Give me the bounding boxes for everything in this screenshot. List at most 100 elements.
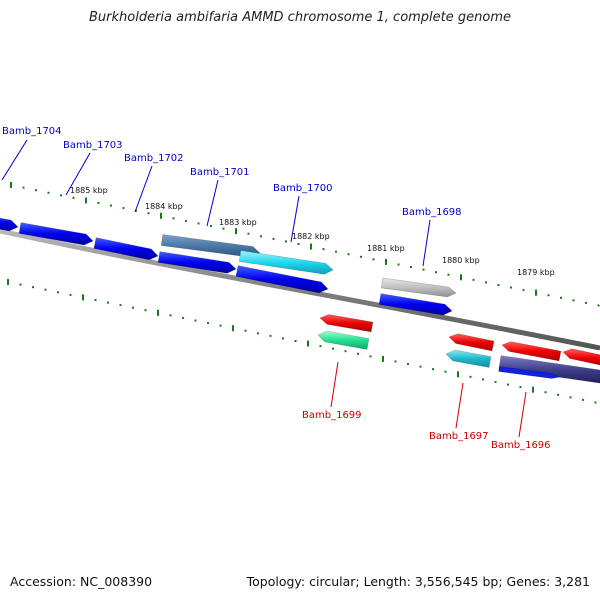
ruler-dot [119, 304, 122, 307]
ruler-dot [397, 263, 400, 266]
ruler-dot [494, 380, 497, 383]
ruler-dot [185, 219, 187, 222]
ruler-dot [32, 286, 34, 289]
ruler-dot [222, 227, 225, 230]
ruler-dot [7, 279, 9, 286]
ruler-dot [544, 391, 547, 394]
gene-bamb-1698-feature[interactable] [378, 293, 453, 316]
gene-label-forward[interactable]: Bamb_1700 [273, 183, 333, 194]
ruler-dot [557, 393, 559, 396]
gene-bamb-1703-feature[interactable] [18, 222, 94, 246]
ruler-dot [560, 296, 562, 299]
gene-label-forward[interactable]: Bamb_1702 [124, 153, 184, 164]
gene-label-forward[interactable]: Bamb_1701 [190, 167, 250, 178]
gene-label-forward[interactable]: Bamb_1698 [402, 207, 462, 218]
ruler-dot [594, 401, 597, 404]
gene-label-reverse[interactable]: Bamb_1697 [429, 431, 489, 442]
ruler-dot [122, 207, 125, 210]
label-leader-line [330, 361, 339, 408]
ruler-dot [107, 301, 109, 304]
gene-bamb-1696-inner[interactable] [498, 366, 561, 379]
gene-bamb-1697-feature[interactable] [448, 333, 495, 352]
ruler-dot [310, 243, 312, 250]
gene-bamb-1704-feature[interactable] [0, 215, 19, 232]
gene-bamb-1702-feature[interactable] [93, 237, 159, 261]
ruler-dot [485, 281, 487, 284]
gene-label-forward[interactable]: Bamb_1704 [2, 126, 62, 137]
gene-bamb-1699-product[interactable] [317, 330, 370, 350]
ruler-dot [394, 360, 397, 363]
ruler-dot [532, 386, 534, 393]
ruler-dot [44, 288, 47, 291]
label-leader-line [290, 195, 300, 243]
accession-text: Accession: NC_008390 [10, 574, 153, 589]
ruler-dot [82, 294, 84, 301]
ruler-dot [585, 301, 587, 304]
ruler-dot [510, 286, 512, 289]
tick-label: 1881 kbp [367, 244, 405, 253]
ruler-dot [235, 228, 237, 235]
ruler-dot [110, 204, 112, 207]
ruler-dot [19, 283, 22, 286]
ruler-dot [260, 235, 262, 238]
ruler-dot [435, 271, 437, 274]
ruler-dot [232, 325, 234, 332]
ruler-dot [507, 383, 509, 386]
ruler-dot [282, 337, 284, 340]
label-leader-line [422, 219, 431, 267]
ruler-dot [469, 375, 472, 378]
gene-bamb-1697-product[interactable] [445, 349, 492, 368]
tick-label: 1883 kbp [219, 218, 257, 227]
gene-bamb-1700-feature[interactable] [238, 250, 334, 275]
ruler-dot [357, 352, 359, 355]
gene-bamb-1696-feature[interactable] [501, 341, 562, 362]
ruler-dot [332, 347, 334, 350]
label-leader-line [455, 382, 464, 429]
tick-label: 1885 kbp [70, 186, 108, 195]
ruler-dot [269, 334, 272, 337]
ruler-dot [147, 212, 150, 215]
ruler-dot [160, 212, 162, 219]
gene-bamb-1700-inner[interactable] [235, 265, 329, 294]
ruler-dot [94, 298, 97, 301]
ruler-dot [194, 319, 197, 322]
gene-bamb-next-feature[interactable] [562, 348, 600, 367]
ruler-dot [447, 273, 450, 276]
gene-bamb-1701-inner[interactable] [157, 251, 237, 274]
ruler-dot [432, 368, 434, 371]
ruler-dot [335, 250, 337, 253]
ruler-dot [472, 278, 475, 281]
gene-bamb-1699-feature[interactable] [319, 314, 374, 333]
ruler-dot [382, 355, 384, 362]
ruler-dot [22, 186, 25, 189]
ruler-dot [85, 197, 87, 204]
label-leader-line [134, 165, 153, 213]
ruler-dot [319, 345, 322, 348]
ruler-dot [47, 191, 50, 194]
ruler-dot [69, 293, 72, 296]
gene-bamb-1696-product[interactable] [498, 355, 600, 384]
ruler-dot [422, 268, 425, 271]
ruler-dot [97, 201, 100, 204]
ruler-dot [460, 274, 462, 281]
ruler-dot [419, 365, 422, 368]
ruler-lower [7, 279, 597, 404]
ruler-dot [219, 324, 222, 327]
ruler-dot [569, 396, 572, 399]
map-title: Burkholderia ambifaria AMMD chromosome 1… [88, 10, 512, 25]
label-leader-line [1, 139, 28, 181]
ruler-dot [482, 378, 484, 381]
ruler-dot [294, 339, 297, 342]
ruler-dot [307, 340, 309, 347]
gene-label-reverse[interactable]: Bamb_1696 [491, 440, 551, 451]
gene-bamb-1698-pseudo[interactable] [380, 277, 457, 298]
ruler-dot [582, 398, 584, 401]
ruler-dot [572, 299, 575, 302]
gene-label-forward[interactable]: Bamb_1703 [63, 140, 123, 151]
label-leaders [1, 139, 527, 438]
ruler-dot [182, 316, 184, 319]
ruler-dot [519, 386, 522, 389]
gene-label-reverse[interactable]: Bamb_1699 [302, 410, 362, 421]
ruler-dot [547, 294, 550, 297]
